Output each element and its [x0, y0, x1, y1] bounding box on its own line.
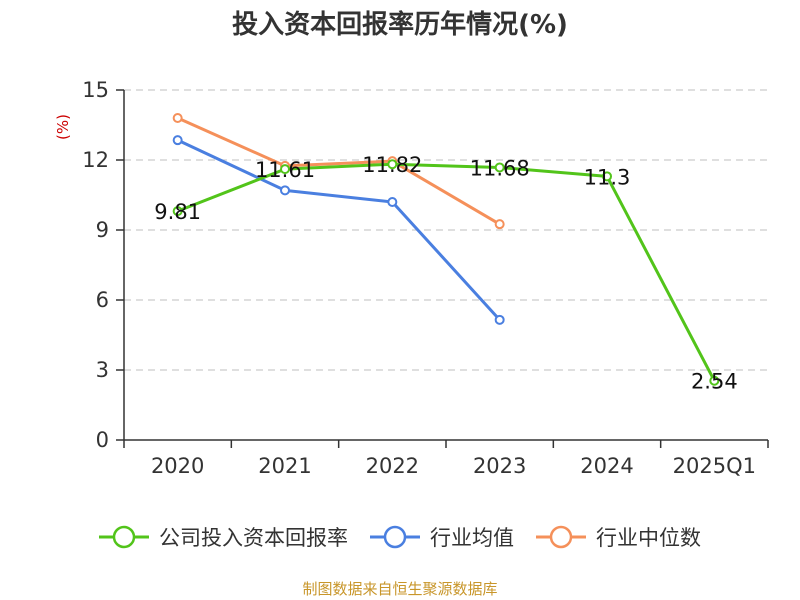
legend-item[interactable]: 行业均值: [370, 525, 514, 550]
data-point: [494, 219, 505, 230]
series-line: [177, 116, 501, 226]
data-point: [387, 197, 398, 207]
data-point: [709, 375, 720, 386]
legend-marker: [112, 525, 136, 549]
x-tick-label: 2025Q1: [673, 454, 756, 478]
data-point: [280, 185, 290, 196]
x-tick-label: 2023: [473, 454, 526, 478]
data-label: 11.82: [362, 153, 422, 177]
x-tick-label: 2021: [258, 454, 311, 478]
y-tick-label: 3: [96, 358, 109, 382]
data-label: 9.81: [154, 200, 201, 224]
data-labels: 9.81 11.61 11.82 11.68 11.3 2.54: [154, 153, 737, 394]
axes: 0 3 6 9 12 15 2020 2021 2022 2023 2024 2025Q1: [82, 78, 769, 478]
source-note: 制图数据来自恒生聚源数据库: [302, 580, 497, 598]
chart-title: 投入资本回报率历年情况(%): [232, 9, 568, 40]
legend-marker: [549, 525, 573, 549]
data-label: 11.3: [584, 165, 631, 189]
legend-item[interactable]: 公司投入资本回报率: [99, 525, 348, 550]
legend-item[interactable]: 行业中位数: [536, 525, 701, 550]
legend-label: 行业中位数: [596, 526, 701, 550]
data-point: [602, 171, 612, 182]
legend: 公司投入资本回报率 行业均值 行业中位数: [99, 525, 701, 550]
x-tick-label: 2020: [151, 454, 204, 478]
data-point: [172, 135, 183, 146]
legend-marker: [383, 525, 407, 549]
data-point: [280, 164, 290, 175]
series-group: [172, 113, 720, 386]
data-point: [494, 162, 505, 173]
grid-lines: [124, 89, 768, 371]
data-label: 2.54: [691, 370, 738, 394]
x-tick-label: 2024: [580, 454, 633, 478]
legend-label: 行业均值: [430, 526, 514, 550]
y-tick-label: 0: [96, 428, 109, 452]
x-tick-label: 2022: [366, 454, 419, 478]
y-tick-label: 15: [82, 78, 109, 102]
data-point: [387, 159, 398, 170]
data-label: 11.68: [470, 156, 530, 180]
y-tick-label: 6: [96, 288, 109, 312]
data-point: [494, 314, 505, 325]
y-tick-label: 12: [82, 148, 109, 172]
data-label: 11.61: [255, 158, 315, 182]
legend-label: 公司投入资本回报率: [159, 526, 348, 550]
series-line: [177, 162, 716, 382]
y-tick-label: 9: [96, 218, 109, 242]
data-point: [172, 113, 183, 123]
data-point: [172, 206, 183, 217]
series-line: [177, 138, 501, 321]
y-axis-unit: (%): [54, 114, 72, 140]
